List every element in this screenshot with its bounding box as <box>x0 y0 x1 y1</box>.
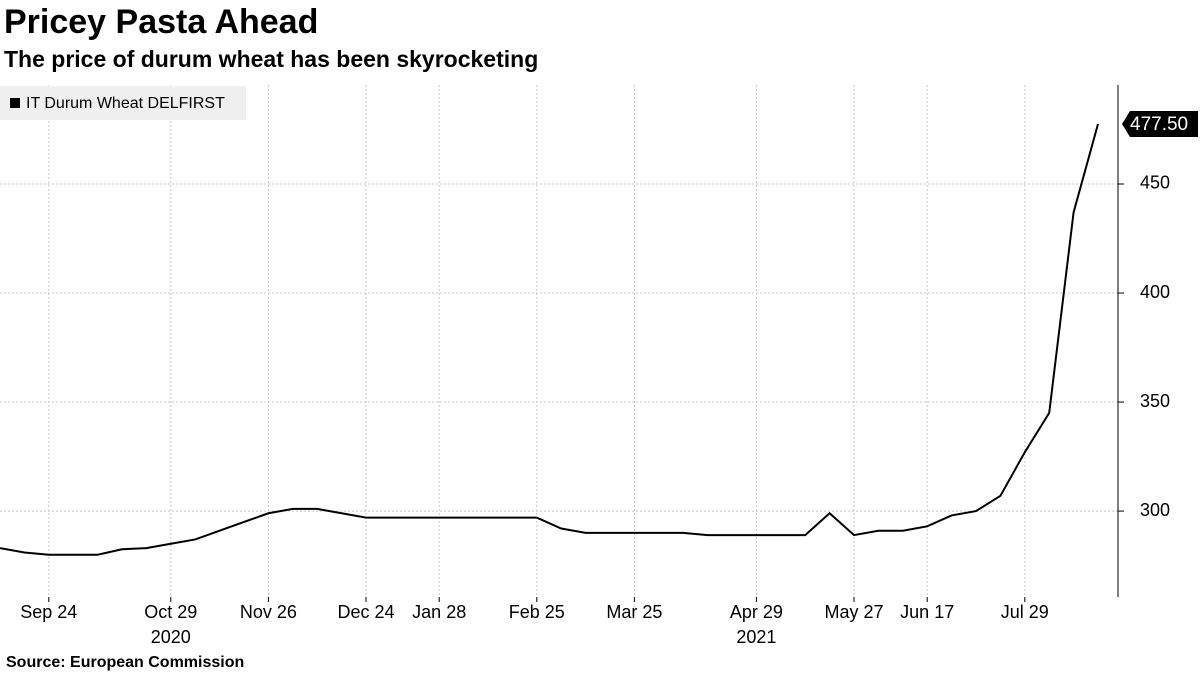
chart-subtitle: The price of durum wheat has been skyroc… <box>4 46 538 72</box>
x-tick-label: Mar 25 <box>606 602 662 622</box>
x-tick-label: Apr 29 <box>730 602 783 622</box>
legend-box <box>0 86 246 120</box>
line <box>0 123 1099 556</box>
x-year-label: 2020 <box>151 627 191 647</box>
x-year-label: 2021 <box>736 627 776 647</box>
x-tick-label: Jan 28 <box>412 602 466 622</box>
y-tick-label: 350 <box>1140 391 1170 411</box>
x-tick-label: Oct 29 <box>144 602 197 622</box>
x-tick-label: Jun 17 <box>900 602 954 622</box>
x-tick-label: Jul 29 <box>1001 602 1049 622</box>
value-label: 477.50 <box>1130 114 1188 135</box>
value-label-tag <box>1122 111 1198 138</box>
y-tick-label: 300 <box>1140 500 1170 520</box>
x-tick-label: Feb 25 <box>509 602 565 622</box>
chart-title: Pricey Pasta Ahead <box>4 3 318 41</box>
x-tick-label: Nov 26 <box>240 602 297 622</box>
x-tick-label: Dec 24 <box>337 602 394 622</box>
legend-label: IT Durum Wheat DELFIRST <box>26 95 225 112</box>
x-tick-label: Sep 24 <box>20 602 77 622</box>
y-tick-label: 450 <box>1140 173 1170 193</box>
legend-swatch <box>10 98 20 108</box>
source: Source: European Commission <box>6 654 244 671</box>
y-tick-label: 400 <box>1140 282 1170 302</box>
x-tick-label: May 27 <box>824 602 883 622</box>
